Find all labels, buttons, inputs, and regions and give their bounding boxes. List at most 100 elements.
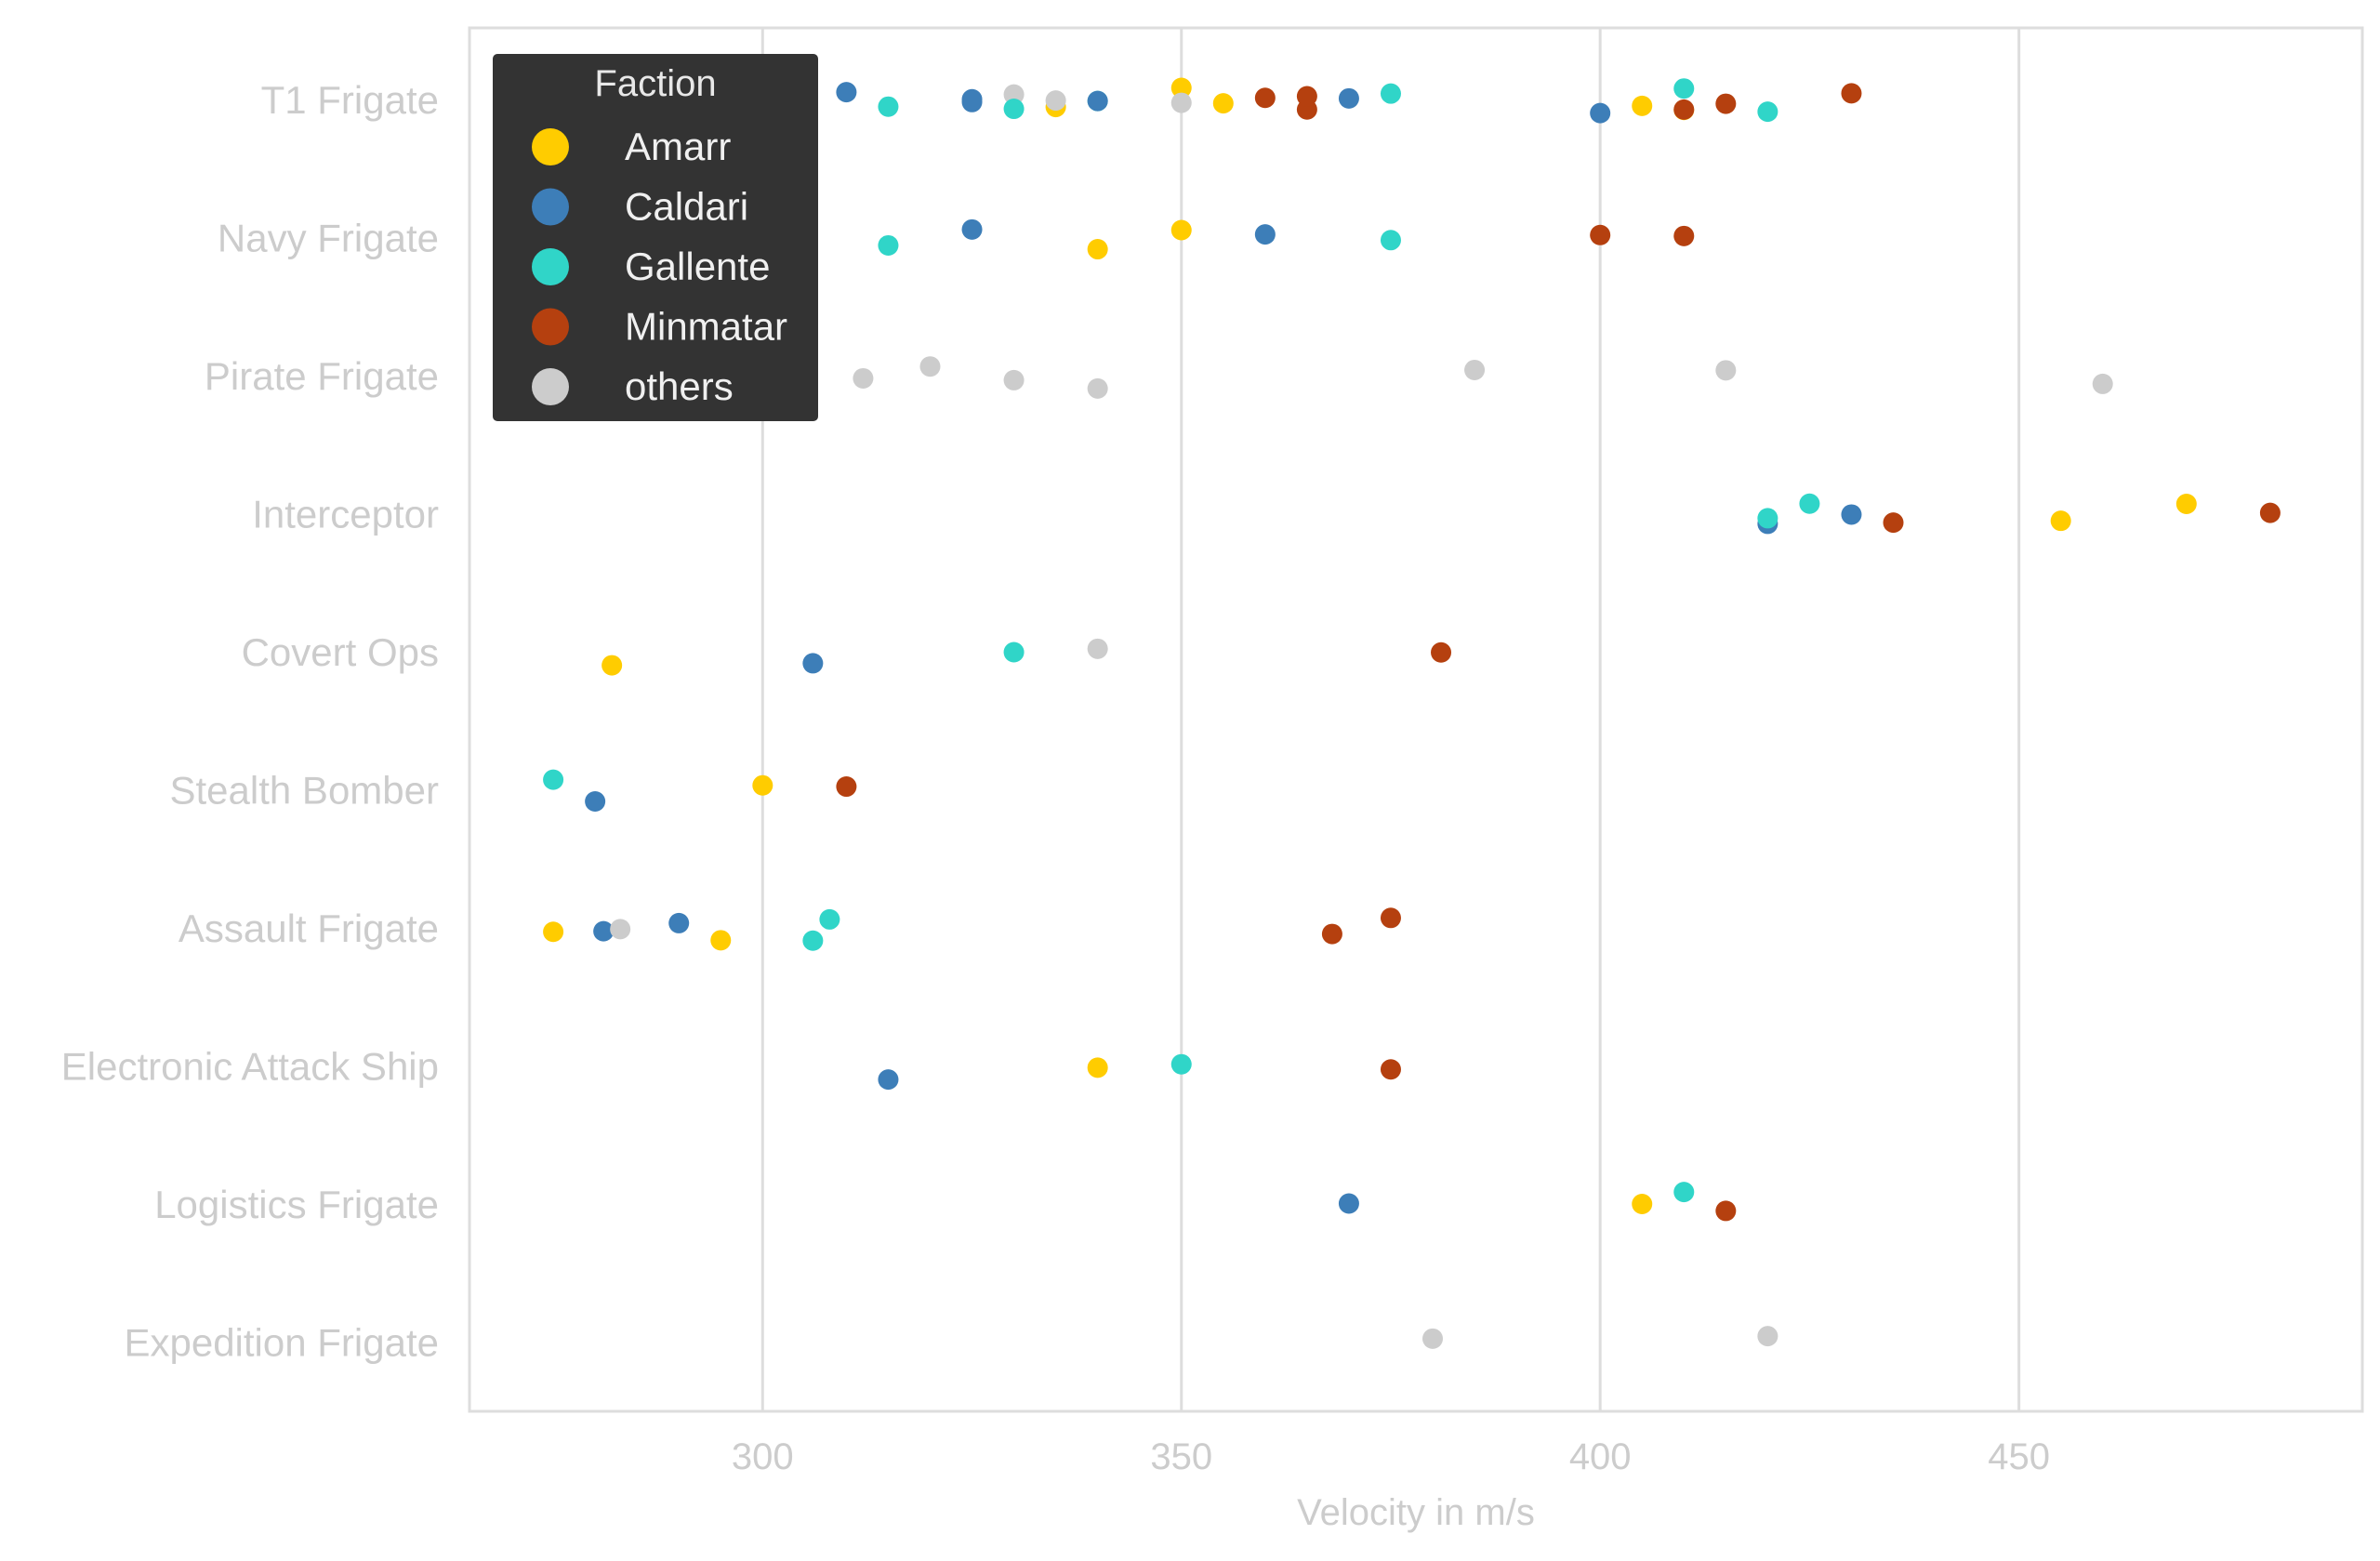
data-point-minmatar [1590,224,1611,245]
legend-title: Faction [594,63,716,104]
x-axis: 300 350 400 450 [732,1436,2050,1477]
category-label: Navy Frigate [218,217,439,260]
data-point-minmatar [1254,87,1276,109]
data-points [543,77,2281,1349]
data-point-others [1464,359,1486,380]
category-label: Stealth Bomber [170,769,440,813]
data-point-minmatar [1673,99,1695,120]
data-point-gallente [1380,230,1401,251]
data-point-others [1087,377,1108,399]
data-point-amarr [2175,493,2197,514]
category-label: Covert Ops [242,630,439,674]
data-point-minmatar [1883,512,1904,534]
data-point-caldari [1590,102,1611,124]
data-point-others [1045,90,1066,112]
category-label: T1 Frigate [261,78,439,122]
legend: Faction Amarr Caldari Gallente Minmatar othe… [493,54,818,421]
data-point-gallente [1757,101,1778,123]
data-point-amarr [1170,219,1192,241]
x-tick-label: 450 [1988,1436,2050,1477]
x-tick-label: 300 [732,1436,794,1477]
category-axis: T1 Frigate Navy Frigate Pirate Frigate Inte… [61,78,439,1365]
legend-label: Gallente [625,245,770,288]
data-point-caldari [1254,224,1276,245]
data-point-minmatar [1321,923,1342,945]
data-point-caldari [836,82,857,103]
data-point-minmatar [1296,86,1317,107]
data-point-amarr [1170,77,1192,99]
data-point-caldari [1841,504,1862,525]
x-tick-label: 350 [1150,1436,1212,1477]
data-point-gallente [1799,493,1820,514]
category-label: Electronic Attack Ship [61,1045,439,1089]
data-point-caldari [961,218,983,240]
legend-entries: Amarr Caldari Gallente Minmatar others [532,125,787,408]
data-point-caldari [668,912,690,933]
data-point-gallente [1673,78,1695,99]
data-point-others [2092,373,2113,394]
data-point-amarr [752,774,774,796]
plot-frame [468,26,2364,1413]
legend-label: Minmatar [625,305,787,349]
data-point-others [1170,92,1192,113]
data-point-caldari [961,88,983,110]
category-label: Interceptor [252,493,439,536]
data-point-minmatar [1673,225,1695,246]
data-point-caldari [878,1069,899,1091]
x-axis-title: Velocity in m/s [1297,1492,1535,1533]
data-point-gallente [1003,642,1025,663]
data-point-minmatar [1380,1059,1401,1080]
data-point-gallente [1673,1182,1695,1203]
data-point-amarr [1087,239,1108,260]
category-label: Logistics Frigate [154,1183,439,1226]
data-point-caldari [1338,1193,1359,1214]
legend-box [493,54,818,421]
data-point-minmatar [1431,642,1452,663]
legend-label: Amarr [625,125,731,168]
data-point-minmatar [1715,93,1737,114]
data-point-amarr [602,655,623,676]
data-point-minmatar [1715,1200,1737,1222]
legend-label: Caldari [625,185,748,229]
data-point-amarr [1212,93,1234,114]
data-point-others [1422,1328,1444,1349]
data-point-others [1715,360,1737,381]
data-point-others [1003,84,1025,105]
data-point-others [1087,638,1108,659]
data-point-others [1757,1326,1778,1347]
legend-marker [532,308,569,346]
legend-marker [532,128,569,165]
data-point-others [919,356,941,377]
data-point-amarr [710,930,732,951]
data-point-minmatar [2259,502,2281,523]
data-point-gallente [1170,1053,1192,1075]
data-point-gallente [819,908,840,930]
data-point-caldari [593,920,615,942]
legend-marker [532,188,569,226]
category-label: Expedition Frigate [124,1321,439,1365]
legend-label: others [625,364,734,408]
data-point-gallente [878,234,899,256]
data-point-amarr [2050,510,2071,532]
data-point-gallente [1003,99,1025,120]
data-point-gallente [878,96,899,117]
data-point-caldari [802,653,824,674]
data-point-others [853,367,874,389]
data-point-gallente [543,769,564,790]
category-label: Assault Frigate [178,906,439,950]
data-point-caldari [1338,87,1359,109]
data-point-minmatar [1380,907,1401,929]
data-point-gallente [1757,508,1778,529]
category-label: Pirate Frigate [205,354,439,398]
legend-marker [532,368,569,405]
x-tick-label: 400 [1569,1436,1632,1477]
data-point-minmatar [836,776,857,798]
data-point-minmatar [1841,83,1862,104]
data-point-caldari [1087,90,1108,112]
legend-marker [532,248,569,285]
data-point-amarr [1632,95,1653,116]
data-point-others [610,919,631,940]
data-point-others [1003,369,1025,390]
